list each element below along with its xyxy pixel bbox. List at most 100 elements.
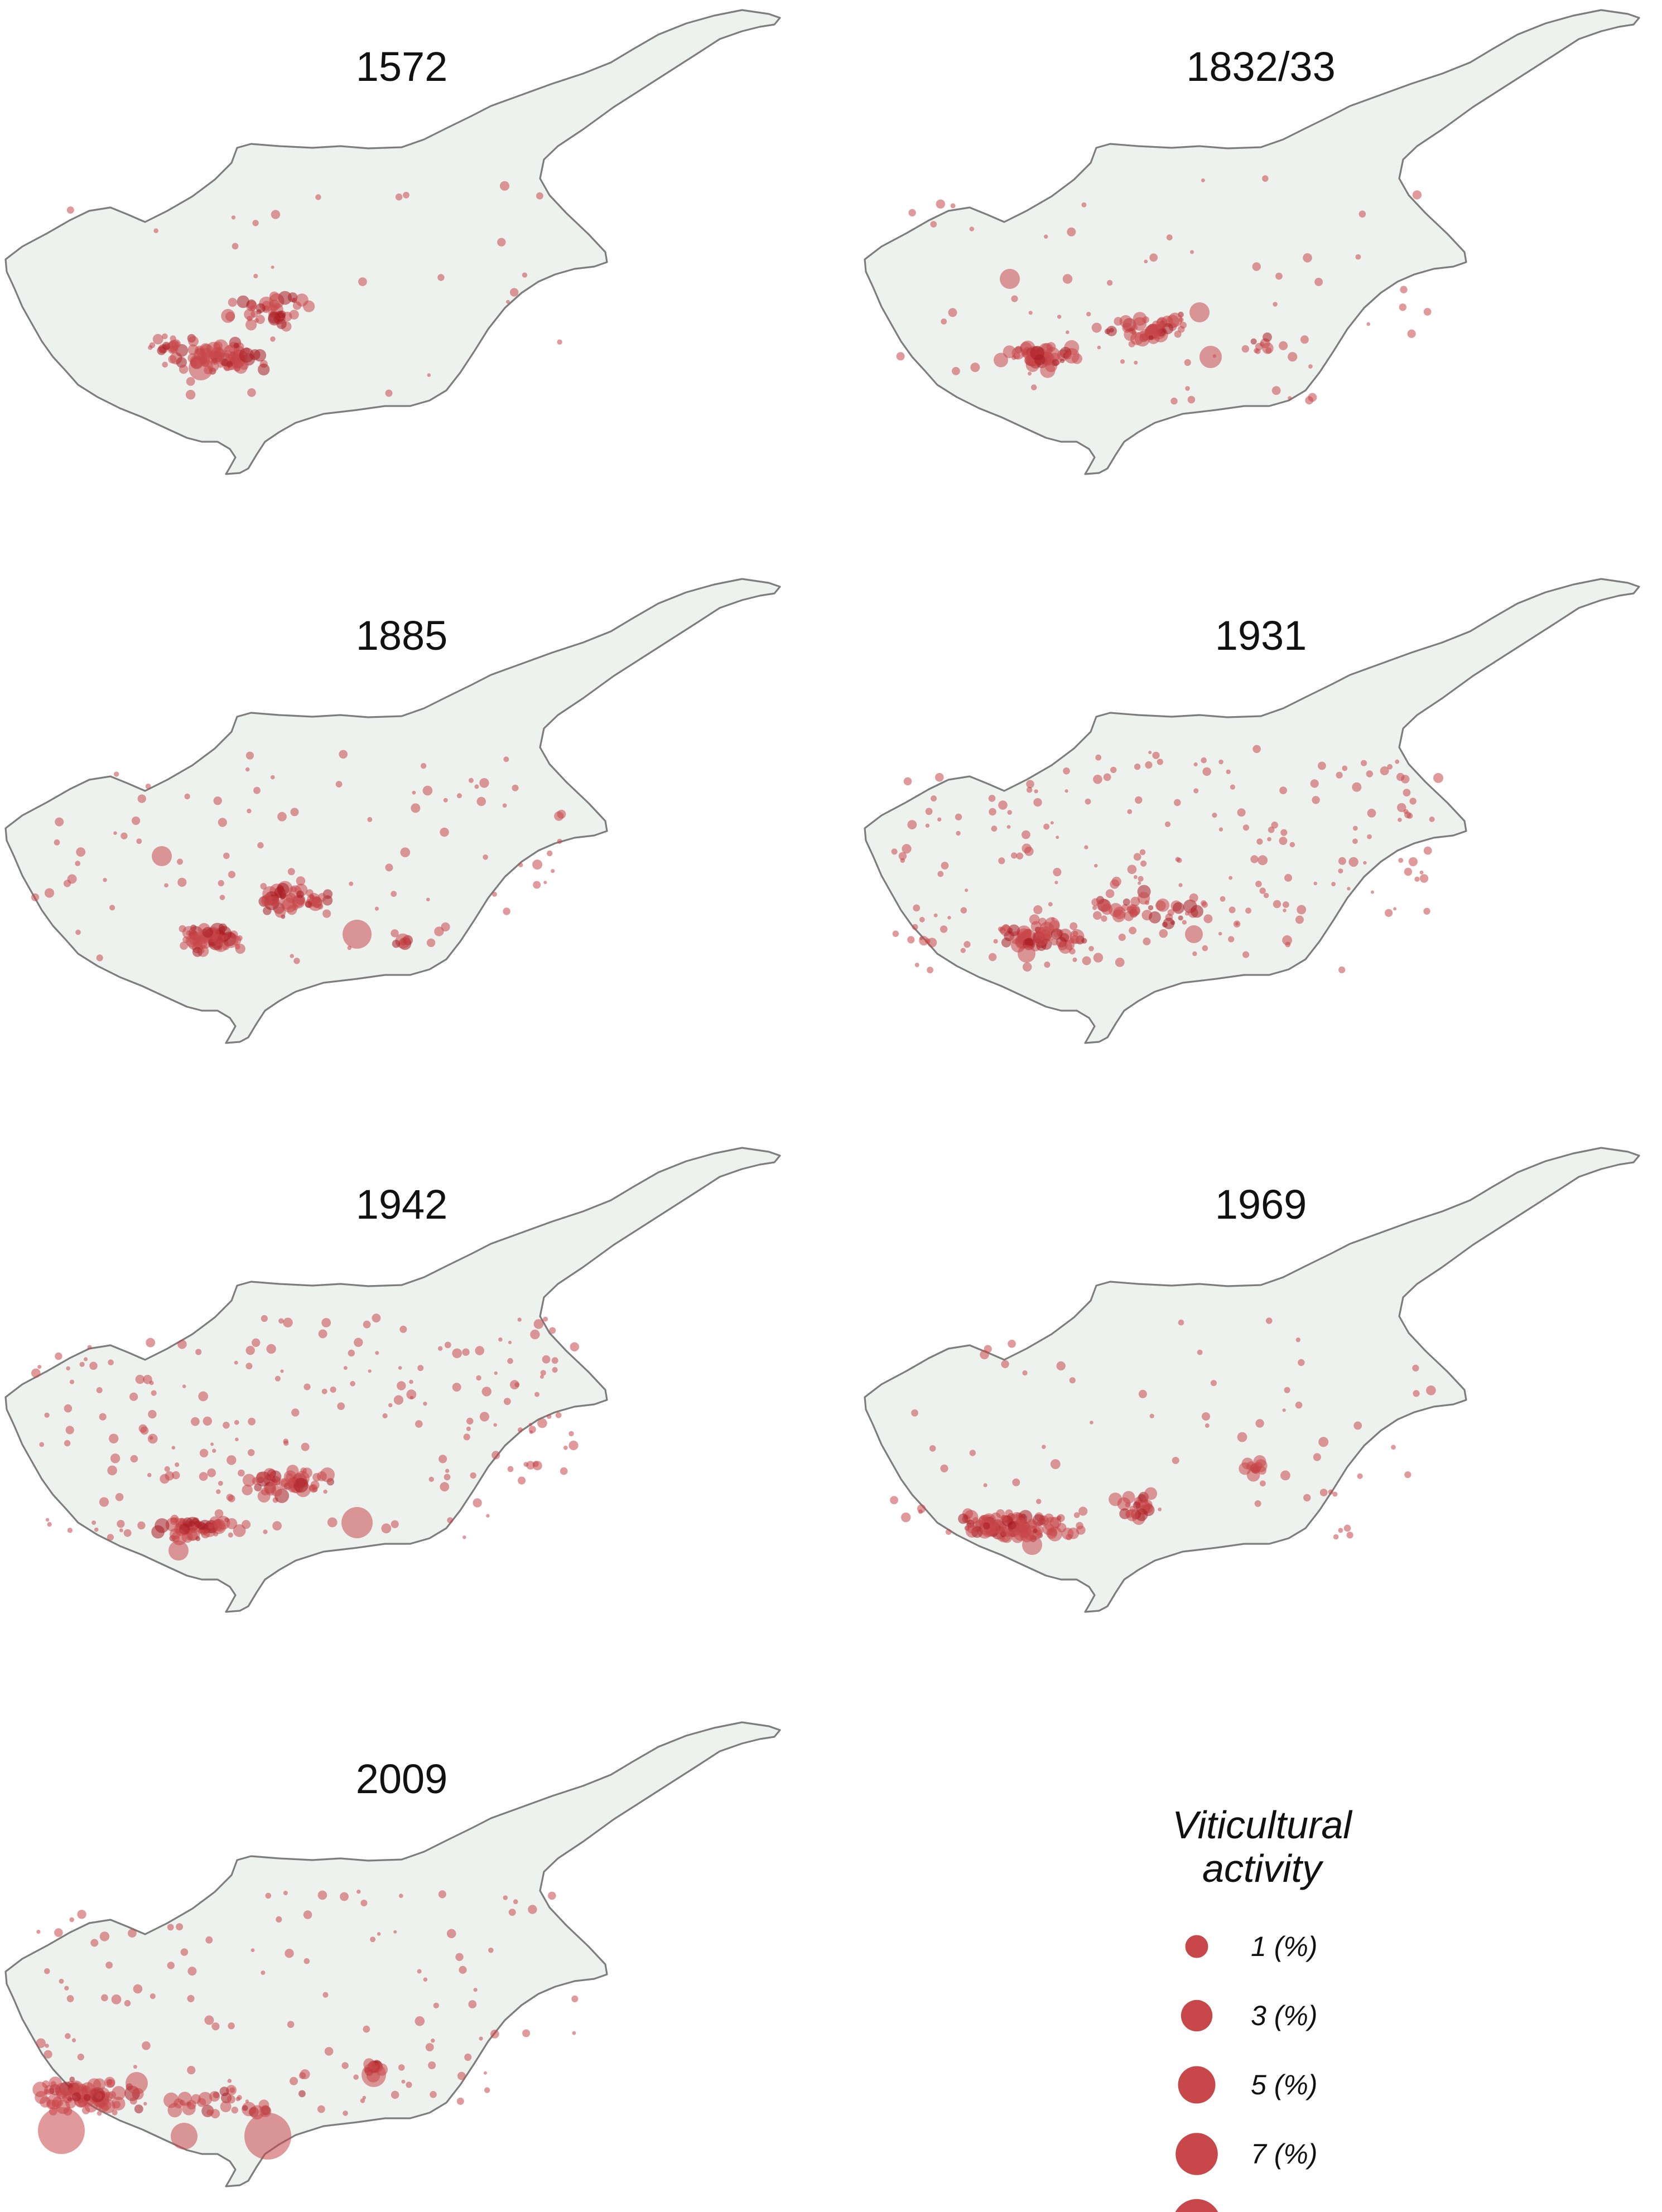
activity-dot: [415, 2016, 425, 2026]
activity-dot: [903, 777, 912, 786]
activity-dot: [81, 2106, 90, 2114]
activity-dot: [1138, 881, 1141, 885]
activity-dot: [514, 1382, 520, 1388]
activity-dot: [1070, 935, 1080, 944]
activity-dot: [570, 1342, 579, 1351]
activity-dot: [1140, 860, 1147, 867]
activity-dot: [322, 909, 331, 918]
activity-dot: [1319, 1489, 1328, 1496]
activity-dot: [1133, 312, 1147, 326]
activity-dot: [220, 2101, 232, 2112]
activity-dot: [1053, 868, 1062, 877]
activity-dot: [1265, 347, 1272, 354]
activity-dot: [315, 194, 321, 200]
activity-dot: [388, 1403, 393, 1408]
activity-dot: [218, 880, 224, 887]
activity-dot: [1056, 1361, 1066, 1371]
activity-dot: [349, 881, 354, 886]
activity-dot: [317, 2105, 325, 2113]
activity-dot: [1260, 1480, 1266, 1487]
activity-dot: [441, 922, 450, 931]
activity-dot: [31, 1368, 41, 1378]
activity-dot: [409, 1379, 413, 1384]
activity-dot: [199, 1448, 209, 1457]
activity-dot: [375, 1351, 379, 1355]
activity-dot: [124, 2000, 131, 2007]
activity-dot: [1242, 951, 1250, 958]
activity-dot: [925, 823, 930, 828]
activity-dot: [353, 2074, 359, 2080]
activity-dot: [239, 347, 254, 363]
activity-dot: [1401, 775, 1410, 784]
activity-dot: [245, 767, 250, 772]
activity-dot: [327, 1517, 338, 1528]
activity-dot: [296, 890, 304, 899]
activity-dot: [1137, 892, 1150, 905]
activity-dot: [1192, 951, 1197, 957]
activity-dot: [563, 1445, 568, 1450]
activity-dot: [1256, 838, 1263, 845]
activity-dot: [76, 847, 86, 857]
activity-dot: [285, 1949, 294, 1958]
activity-dot: [292, 896, 305, 909]
activity-dot: [1300, 335, 1309, 344]
activity-dot: [164, 883, 168, 888]
activity-dot: [1138, 1389, 1147, 1398]
activity-dot: [32, 2081, 49, 2098]
activity-dot: [1044, 962, 1051, 968]
activity-dot: [919, 916, 925, 923]
activity-dot: [80, 2085, 90, 2095]
activity-dot: [1282, 935, 1292, 945]
legend: Viticultural activity 1 (%) 3 (%) 5 (%) 7 (…: [1172, 1803, 1353, 2212]
activity-dot: [1133, 875, 1138, 879]
activity-dot: [464, 2053, 472, 2061]
activity-dot: [145, 784, 151, 789]
activity-dot: [447, 1517, 454, 1524]
activity-dot: [455, 1953, 464, 1961]
activity-dot: [1167, 909, 1174, 916]
activity-dot: [908, 209, 916, 217]
activity-dot: [533, 881, 541, 889]
activity-dot: [1018, 1520, 1030, 1532]
activity-dot: [982, 1522, 990, 1530]
activity-dot: [473, 1988, 478, 1992]
legend-label: 7 (%): [1251, 2138, 1317, 2170]
activity-dot: [1185, 386, 1190, 391]
activity-dot: [543, 1316, 548, 1322]
activity-dot: [1072, 957, 1077, 962]
activity-dot: [492, 891, 497, 897]
legend-symbol: [1175, 2199, 1218, 2212]
activity-dot: [278, 1318, 284, 1324]
activity-dot: [195, 1536, 201, 1542]
activity-dot: [912, 924, 918, 930]
activity-dot: [283, 1317, 293, 1328]
activity-dot: [1258, 855, 1268, 866]
activity-dot: [55, 817, 64, 827]
activity-dot: [430, 2091, 437, 2098]
activity-dot: [337, 1402, 345, 1411]
activity-dot: [1130, 332, 1144, 345]
activity-dot: [534, 1392, 539, 1397]
activity-dot: [134, 2104, 143, 2114]
activity-dot: [306, 889, 314, 897]
activity-dot: [941, 318, 947, 325]
activity-dot: [1229, 876, 1233, 880]
activity-dot: [1129, 926, 1136, 935]
activity-dot: [234, 944, 240, 950]
activity-dot: [1022, 962, 1032, 972]
activity-dot: [248, 1417, 256, 1426]
activity-dot: [142, 2041, 151, 2050]
activity-dot: [107, 1465, 117, 1476]
activity-dot: [988, 953, 997, 962]
activity-dot: [1366, 770, 1373, 777]
activity-dot: [211, 2022, 220, 2031]
activity-dot: [45, 2044, 49, 2048]
activity-dot: [245, 1363, 253, 1370]
activity-dot: [950, 203, 956, 209]
activity-dot: [290, 2076, 298, 2085]
activity-dot: [572, 2031, 576, 2035]
activity-dot: [474, 784, 479, 789]
activity-dot: [191, 1417, 200, 1426]
activity-dot: [250, 1948, 255, 1952]
activity-dot: [231, 2107, 238, 2114]
